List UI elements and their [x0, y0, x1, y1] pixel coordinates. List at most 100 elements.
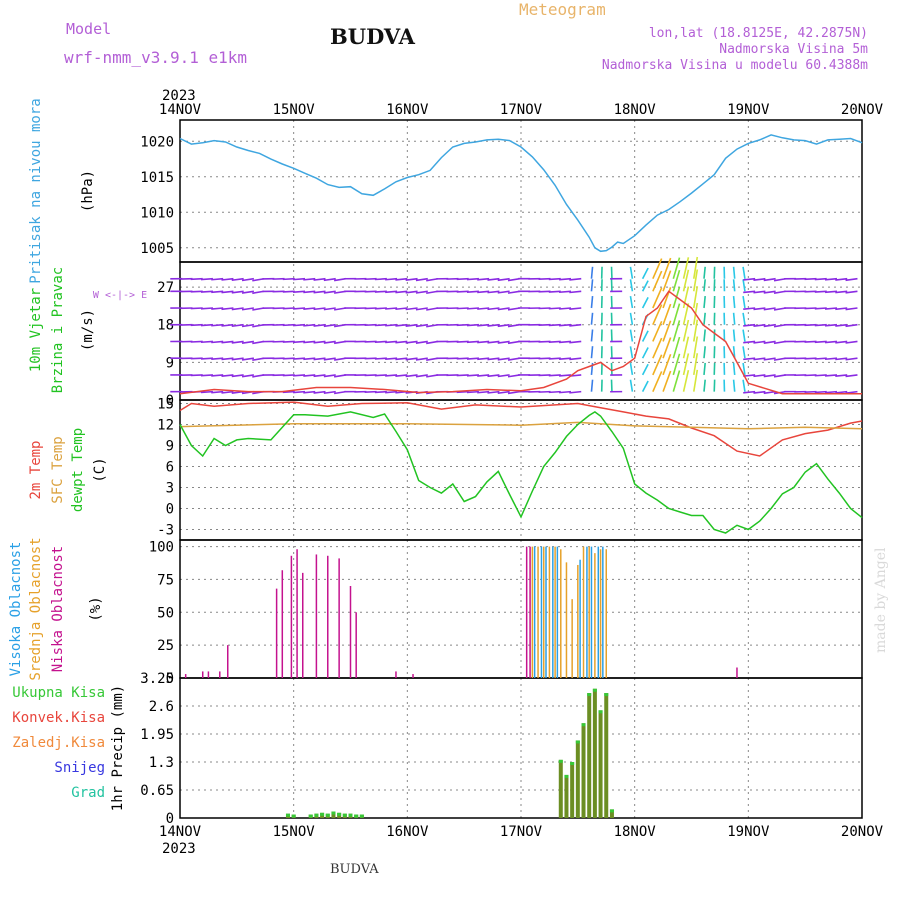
wind-barb [692, 286, 699, 309]
wind-barb [395, 277, 408, 281]
wind-barb [293, 323, 306, 327]
wind-barb [652, 337, 663, 359]
precip-bar-cap [558, 759, 563, 763]
wind-barb [773, 307, 786, 311]
temperature-ylabel: 2m Temp [28, 440, 44, 499]
wind-barb [466, 390, 480, 394]
wind-barb [672, 257, 681, 279]
wind-barb [548, 374, 561, 377]
wind-barb [641, 347, 649, 359]
pressure-ylabel: Pritisak na nivou mora [28, 98, 44, 283]
wind-barb [590, 379, 594, 392]
station-title: BUDVA [330, 24, 415, 49]
wind-barb [200, 277, 214, 281]
y-tick-label: 0 [166, 811, 174, 827]
wind-barb [703, 295, 706, 309]
wind-barb [662, 353, 672, 376]
wind-barb [835, 323, 848, 327]
wind-barb [190, 357, 203, 360]
precip-bar-cap [314, 813, 319, 817]
wind-barb [231, 290, 244, 294]
wind-barb [742, 266, 746, 279]
wind-barb [629, 329, 634, 342]
wind-barb [835, 357, 848, 361]
wind-barb [323, 290, 336, 294]
wind-barb [456, 323, 469, 327]
wind-barb [804, 290, 817, 293]
wind-barb [641, 330, 649, 342]
wind-barb [590, 266, 594, 279]
y-tick-label: 3.25 [140, 671, 174, 687]
wind-barb [200, 340, 214, 344]
wind-barb [221, 390, 234, 394]
precip-bar [331, 811, 336, 818]
wind-barb [487, 357, 500, 361]
cloud-ylabel: Niska Oblacnost [50, 546, 66, 672]
wind-barb [773, 290, 786, 294]
wind-barb [835, 390, 848, 394]
y-tick-label: 25 [157, 638, 174, 654]
time-label-top: 18NOV [614, 102, 657, 118]
wind-barb [662, 337, 672, 359]
wind-barb [252, 307, 265, 311]
precip-bar-cap [342, 813, 347, 817]
wind-barb [773, 374, 786, 378]
y-tick-label: 27 [157, 280, 174, 296]
wind-barb [558, 357, 572, 360]
temperature-ylabel: (C) [92, 457, 108, 482]
wind-barb [293, 290, 306, 293]
wind-barb [200, 357, 214, 360]
wind-barb [753, 340, 766, 344]
wind-barb [804, 390, 817, 394]
wind-barb [814, 357, 827, 360]
wind-barb [548, 340, 561, 343]
wind-barb [252, 290, 265, 295]
wind-barb [743, 340, 756, 344]
wind-barb [804, 277, 817, 281]
wind-barb [569, 323, 582, 327]
wind-barb [333, 340, 347, 345]
wind-barb [629, 379, 634, 392]
wind-barb [190, 340, 203, 343]
wind-barb [426, 323, 439, 328]
wind-barb [497, 290, 510, 294]
wind-barb [282, 307, 295, 310]
wind-barb [313, 374, 326, 378]
wind-barb [241, 374, 255, 378]
wind-barb [466, 357, 480, 360]
wind-barb [385, 290, 398, 294]
wind-barb [763, 290, 776, 294]
wind-barb [590, 329, 594, 342]
precip-legend-item: Snijeg [54, 760, 105, 776]
wind-barb [763, 357, 776, 361]
wind-barb [629, 312, 634, 325]
wind-barb [190, 323, 203, 327]
wind-barb [231, 277, 244, 282]
wind-barb [753, 277, 766, 281]
wind-barb [743, 390, 756, 394]
wind-barb [753, 357, 766, 361]
wind-barb [507, 390, 520, 395]
wind-barb [385, 277, 398, 281]
wind-barb [456, 390, 469, 394]
wind-barb [497, 357, 510, 361]
wind-barb [426, 374, 439, 378]
wind-barb [374, 290, 387, 293]
wind-barb [629, 362, 634, 376]
wind-barb [703, 362, 706, 375]
wind-barb [569, 390, 582, 394]
wind-barb [374, 357, 387, 360]
y-tick-label: 0 [166, 502, 174, 518]
wind-barb [323, 374, 336, 378]
wind-barb [364, 323, 377, 327]
wind-barb [692, 256, 699, 279]
time-label-top: 16NOV [386, 102, 429, 118]
wind-barb [466, 277, 480, 281]
wind-barb [456, 290, 469, 293]
wind-barb [466, 290, 480, 293]
wind-barb [497, 277, 510, 282]
wind-barb [703, 379, 706, 392]
wind-barb [395, 290, 408, 294]
wind-barb [477, 374, 490, 377]
wind-barb [487, 340, 500, 344]
